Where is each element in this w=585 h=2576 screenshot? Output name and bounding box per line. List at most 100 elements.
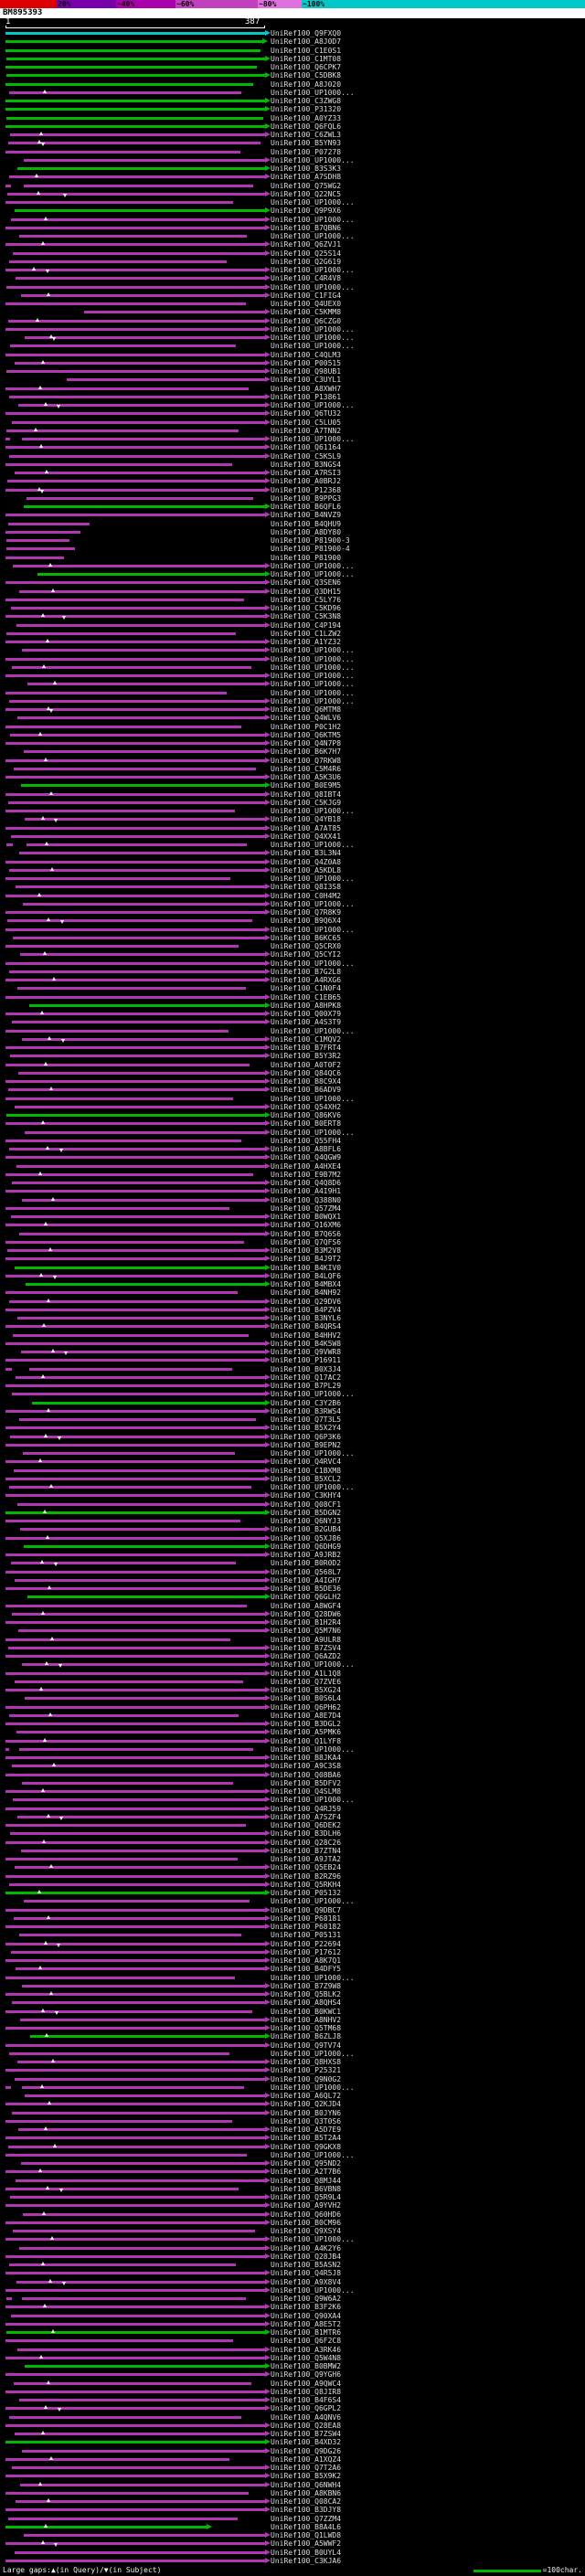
hit-bar[interactable]	[19, 235, 248, 238]
hit-bar[interactable]	[5, 1723, 265, 1725]
hit-bar[interactable]	[16, 1375, 265, 1379]
hit-label[interactable]: UniRef100_Q9DG26	[271, 2446, 342, 2455]
hit-label[interactable]: UniRef100_P12368	[271, 485, 342, 494]
hit-bar[interactable]	[5, 1046, 265, 1049]
hit-bar[interactable]	[17, 1317, 265, 1320]
hit-bar[interactable]	[5, 2457, 229, 2461]
hit-bar[interactable]	[25, 1697, 265, 1701]
hit-bar[interactable]	[5, 877, 231, 880]
hit-bar[interactable]	[8, 395, 265, 398]
hit-label[interactable]: UniRef100_C1BXM8	[271, 1466, 342, 1475]
hit-label[interactable]: UniRef100_Q9TV74	[271, 2041, 342, 2050]
hit-label[interactable]: UniRef100_P0C1H2	[271, 722, 342, 731]
hit-bar[interactable]	[24, 1130, 265, 1134]
hit-bar[interactable]	[5, 353, 265, 356]
hit-bar[interactable]	[5, 1325, 265, 1329]
hit-label[interactable]: UniRef100_A7TNN2	[271, 426, 342, 435]
hit-bar[interactable]	[10, 1215, 265, 1218]
hit-label[interactable]: UniRef100_Q1LYF8	[271, 1736, 342, 1745]
hit-bar[interactable]	[12, 1182, 265, 1184]
hit-label[interactable]: UniRef100_B3DJY8	[271, 2506, 342, 2515]
hit-bar[interactable]	[5, 1341, 265, 1345]
hit-bar[interactable]	[13, 564, 265, 567]
hit-label[interactable]: UniRef100_Q6NYJ3	[271, 1517, 342, 1525]
hit-label[interactable]: UniRef100_B7ZSV4	[271, 1643, 342, 1652]
hit-bar[interactable]	[7, 480, 265, 483]
hit-label[interactable]: UniRef100_A4HXE4	[271, 1161, 342, 1171]
hit-bar[interactable]	[10, 733, 265, 737]
hit-bar[interactable]	[5, 1773, 265, 1776]
hit-label[interactable]: UniRef100_B3F2K6	[271, 2303, 342, 2312]
hit-bar[interactable]	[5, 285, 265, 289]
hit-bar[interactable]	[5, 66, 258, 69]
hit-bar[interactable]	[5, 556, 64, 559]
hit-label[interactable]: UniRef100_C3ZWG8	[271, 97, 342, 105]
hit-bar[interactable]	[5, 1655, 265, 1658]
hit-label[interactable]: UniRef100_C5LU05	[271, 418, 342, 427]
hit-label[interactable]: UniRef100_UP1000...	[271, 672, 355, 680]
hit-label[interactable]: UniRef100_Q5EB24	[271, 1863, 342, 1872]
hit-bar[interactable]	[5, 1840, 265, 1844]
hit-label[interactable]: UniRef100_P81900-3	[271, 536, 350, 545]
hit-bar[interactable]	[5, 1621, 265, 1624]
hit-label[interactable]: UniRef100_Q5TM68	[271, 2024, 342, 2032]
hit-bar[interactable]	[28, 1003, 265, 1007]
hit-bar[interactable]	[5, 1511, 265, 1514]
hit-label[interactable]: UniRef100_Q388N0	[271, 1195, 342, 1204]
hit-label[interactable]: UniRef100_Q08CA2	[271, 2497, 342, 2506]
hit-label[interactable]: UniRef100_Q4Q8D6	[271, 1179, 342, 1187]
hit-label[interactable]: UniRef100_P16911	[271, 1356, 342, 1365]
hit-bar[interactable]	[5, 108, 265, 111]
hit-bar[interactable]	[5, 1409, 265, 1413]
hit-bar[interactable]	[16, 1502, 265, 1506]
hit-label[interactable]: UniRef100_B4KIV0	[271, 1263, 342, 1272]
hit-bar[interactable]	[5, 2297, 12, 2300]
hit-label[interactable]: UniRef100_P81900-4	[271, 545, 350, 554]
hit-bar[interactable]	[8, 1486, 251, 1489]
hit-label[interactable]: UniRef100_C4R4V8	[271, 274, 342, 283]
hit-bar[interactable]	[5, 843, 14, 846]
hit-label[interactable]: UniRef100_Q6F2C8	[271, 2337, 342, 2346]
hit-bar[interactable]	[5, 2475, 265, 2478]
hit-bar[interactable]	[14, 1105, 265, 1108]
hit-bar[interactable]	[5, 581, 265, 585]
hit-bar[interactable]	[5, 2491, 249, 2495]
hit-label[interactable]: UniRef100_UP1000...	[271, 561, 355, 570]
hit-bar[interactable]	[5, 2542, 265, 2546]
hit-label[interactable]: UniRef100_Q9XSY4	[271, 2227, 342, 2235]
hit-label[interactable]: UniRef100_C1FIG4	[271, 291, 342, 300]
hit-label[interactable]: UniRef100_A4I9H1	[271, 1187, 342, 1196]
hit-label[interactable]: UniRef100_P13861	[271, 392, 342, 401]
hit-label[interactable]: UniRef100_B3RWS4	[271, 1406, 342, 1415]
hit-label[interactable]: UniRef100_UP1000...	[271, 2235, 355, 2244]
hit-label[interactable]: UniRef100_B7FRT4	[271, 1044, 342, 1052]
hit-label[interactable]: UniRef100_UP1000...	[271, 680, 355, 689]
hit-bar[interactable]	[20, 1849, 265, 1852]
hit-bar[interactable]	[13, 2381, 251, 2385]
hit-bar[interactable]	[5, 1993, 265, 1996]
hit-bar[interactable]	[5, 2272, 265, 2275]
hit-bar[interactable]	[7, 142, 261, 145]
hit-bar[interactable]	[5, 438, 11, 440]
hit-label[interactable]: UniRef100_B5XCL2	[271, 1474, 342, 1483]
hit-label[interactable]: UniRef100_A7AT85	[271, 823, 342, 832]
hit-bar[interactable]	[5, 1172, 254, 1176]
hit-label[interactable]: UniRef100_A4RXG6	[271, 976, 342, 984]
hit-label[interactable]: UniRef100_A1YZ32	[271, 638, 342, 646]
hit-label[interactable]: UniRef100_B4MBX4	[271, 1280, 342, 1288]
hit-bar[interactable]	[5, 2103, 265, 2106]
hit-bar[interactable]	[5, 226, 265, 229]
hit-label[interactable]: UniRef100_Q16XM6	[271, 1221, 342, 1230]
hit-bar[interactable]	[5, 100, 265, 102]
hit-label[interactable]: UniRef100_Q8HXS8	[271, 2058, 342, 2066]
hit-label[interactable]: UniRef100_B4K5W8	[271, 1339, 342, 1348]
hit-label[interactable]: UniRef100_A9JTA2	[271, 1855, 342, 1863]
hit-label[interactable]: UniRef100_Q28DW6	[271, 1609, 342, 1618]
hit-label[interactable]: UniRef100_C1EB65	[271, 992, 342, 1002]
hit-label[interactable]: UniRef100_B9PPG3	[271, 493, 342, 503]
hit-label[interactable]: UniRef100_UP1000...	[271, 841, 355, 849]
hit-label[interactable]: UniRef100_UP1000...	[271, 155, 355, 164]
hit-bar[interactable]	[9, 1299, 265, 1303]
hit-label[interactable]: UniRef100_P68181	[271, 1913, 342, 1923]
hit-label[interactable]: UniRef100_Q6AZD2	[271, 1652, 342, 1660]
